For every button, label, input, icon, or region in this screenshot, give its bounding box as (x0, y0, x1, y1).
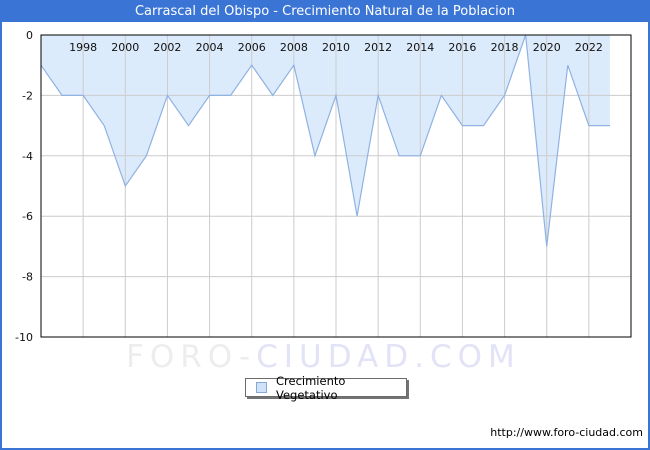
y-tick-label: -8 (22, 271, 33, 284)
area-fill (41, 35, 610, 247)
legend-box: Crecimiento Vegetativo (245, 374, 407, 402)
y-tick-label: -10 (15, 331, 33, 344)
page-title: Carrascal del Obispo - Crecimiento Natur… (134, 3, 515, 19)
x-tick-label: 2020 (533, 41, 561, 54)
x-tick-label: 2022 (575, 41, 603, 54)
x-tick-label: 1998 (69, 41, 97, 54)
source-url: http://www.foro-ciudad.com (490, 426, 643, 439)
y-tick-label: -4 (22, 150, 33, 163)
plot-border (40, 34, 632, 338)
x-tick-label: 2004 (196, 41, 224, 54)
x-tick-label: 2008 (280, 41, 308, 54)
series-line (40, 34, 610, 247)
x-tick-label: 2002 (153, 41, 181, 54)
legend-swatch-icon (256, 382, 267, 393)
y-tick-label: 0 (26, 29, 33, 42)
x-tick-label: 2018 (491, 41, 519, 54)
chart-canvas: 1998 2000 2002 2004 2006 2008 2010 2012 2014 2016… (2, 22, 648, 448)
x-tick-label: 2006 (238, 41, 266, 54)
x-tick-label: 2016 (448, 41, 476, 54)
x-tick-label: 2014 (406, 41, 434, 54)
x-tick-label: 2012 (364, 41, 392, 54)
y-tick-label: -2 (22, 89, 33, 102)
x-tick-label: 2010 (322, 41, 350, 54)
y-tick-label: -6 (22, 210, 33, 223)
area-chart: 1998 2000 2002 2004 2006 2008 2010 2012 2014 2016… (15, 29, 632, 344)
legend-label: Crecimiento Vegetativo (276, 373, 346, 402)
x-tick-label: 2000 (111, 41, 139, 54)
title-bar: Carrascal del Obispo - Crecimiento Natur… (2, 0, 648, 22)
